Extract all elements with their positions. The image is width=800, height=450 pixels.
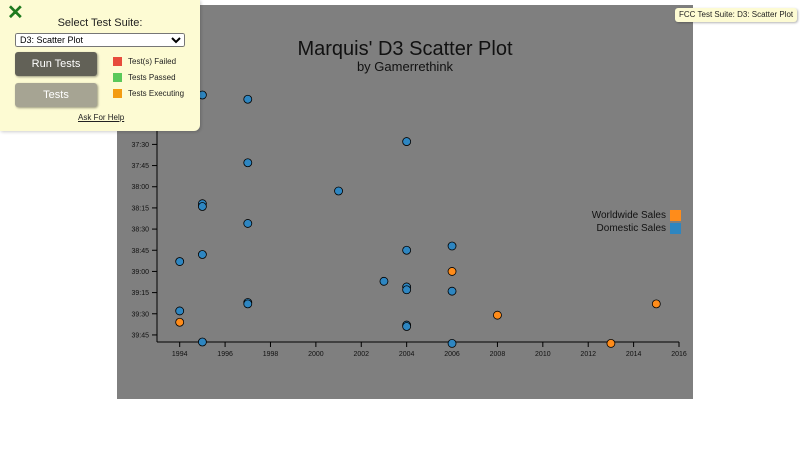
worldwide-point xyxy=(651,299,661,309)
domestic-point xyxy=(402,137,412,146)
legend-label-domestic: Domestic Sales xyxy=(596,223,666,234)
status-failed-label: Test(s) Failed xyxy=(128,57,177,66)
domestic-point xyxy=(379,276,389,286)
legend-worldwide: Worldwide Sales xyxy=(592,210,681,221)
domestic-point xyxy=(447,241,457,251)
domestic-point xyxy=(175,306,185,316)
x-tick-label: 2014 xyxy=(626,351,642,358)
x-tick-label: 1994 xyxy=(172,351,188,358)
domestic-point xyxy=(402,285,412,295)
y-tick-label: 39:45 xyxy=(131,332,149,339)
x-tick-label: 2004 xyxy=(399,351,415,358)
run-tests-button[interactable]: Run Tests xyxy=(15,52,97,76)
status-executing: Tests Executing xyxy=(113,89,184,98)
y-tick-label: 39:30 xyxy=(131,311,149,318)
x-tick-label: 1998 xyxy=(263,351,279,358)
domestic-point xyxy=(243,94,253,104)
domestic-point xyxy=(197,250,207,259)
test-suite-select[interactable]: D3: Scatter Plot xyxy=(15,33,185,47)
x-tick-label: 2016 xyxy=(671,351,687,358)
legend-domestic: Domestic Sales xyxy=(597,223,681,234)
domestic-point xyxy=(197,202,207,211)
status-executing-label: Tests Executing xyxy=(128,89,185,98)
domestic-point xyxy=(334,186,343,196)
y-tick-label: 39:15 xyxy=(131,290,149,297)
close-icon[interactable]: ✕ xyxy=(7,2,24,24)
domestic-point xyxy=(197,337,207,347)
x-tick-label: 2008 xyxy=(490,351,506,358)
passed-swatch xyxy=(113,73,122,82)
worldwide-point xyxy=(447,267,457,276)
domestic-point xyxy=(447,339,457,348)
status-passed: Tests Passed xyxy=(113,73,176,82)
tests-button[interactable]: Tests xyxy=(15,83,97,107)
y-tick-label: 37:45 xyxy=(131,163,149,170)
fcc-suite-badge[interactable]: FCC Test Suite: D3: Scatter Plot xyxy=(675,8,798,22)
y-tick-label: 38:00 xyxy=(131,184,149,191)
x-tick-label: 2002 xyxy=(353,351,369,358)
status-passed-label: Tests Passed xyxy=(128,73,176,82)
x-tick-label: 2010 xyxy=(535,351,551,358)
x-tick-label: 2000 xyxy=(308,351,324,358)
domestic-point xyxy=(402,322,412,331)
chart-subtitle: by Gamerrethink xyxy=(356,59,454,74)
y-tick-label: 38:15 xyxy=(131,205,149,212)
worldwide-point xyxy=(493,310,502,320)
domestic-point xyxy=(447,286,457,296)
worldwide-point xyxy=(175,317,185,327)
domestic-point xyxy=(402,245,412,255)
legend-swatch-worldwide xyxy=(670,210,681,221)
fcc-test-panel: ✕ Select Test Suite: D3: Scatter Plot Ru… xyxy=(0,0,200,131)
domestic-point xyxy=(243,219,253,228)
ask-for-help-link[interactable]: Ask For Help xyxy=(78,113,125,122)
domestic-point xyxy=(243,299,253,309)
executing-swatch xyxy=(113,89,122,98)
x-tick-label: 1996 xyxy=(217,351,233,358)
y-tick-label: 38:45 xyxy=(131,248,149,255)
x-tick-label: 2012 xyxy=(580,351,596,358)
x-tick-label: 2006 xyxy=(444,351,460,358)
test-suite-title: Select Test Suite: xyxy=(57,17,143,29)
domestic-point xyxy=(175,257,185,266)
worldwide-point xyxy=(606,339,616,348)
domestic-point xyxy=(243,158,253,168)
y-tick-label: 39:00 xyxy=(131,269,149,276)
scatter-plot: 1994 1996 1998 2000 2002 2004 2006 2008 2010 2012… xyxy=(131,90,687,358)
y-tick-label: 37:30 xyxy=(131,142,149,149)
legend-swatch-domestic xyxy=(670,223,681,234)
status-failed: Test(s) Failed xyxy=(113,57,176,66)
chart-title: Marquis' D3 Scatter Plot xyxy=(297,38,513,60)
chart-panel: 1994 1996 1998 2000 2002 2004 2006 2008 2010 2012… xyxy=(117,5,693,399)
legend-label-worldwide: Worldwide Sales xyxy=(591,210,666,221)
y-tick-label: 38:30 xyxy=(131,227,149,234)
failed-swatch xyxy=(113,57,122,66)
